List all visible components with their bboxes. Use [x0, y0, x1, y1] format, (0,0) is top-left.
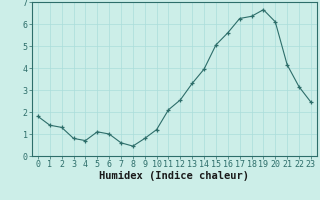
X-axis label: Humidex (Indice chaleur): Humidex (Indice chaleur) [100, 171, 249, 181]
